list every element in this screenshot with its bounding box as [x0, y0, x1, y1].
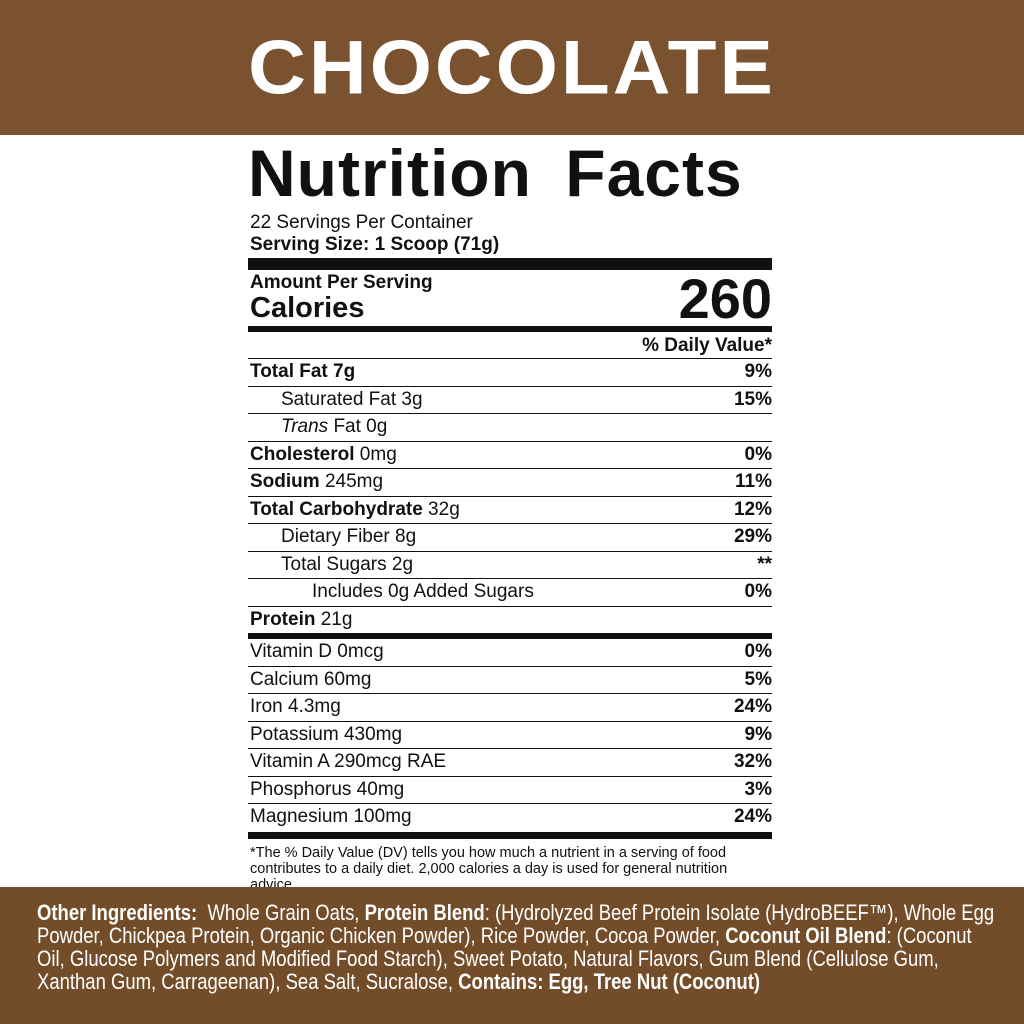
text-segment: Calcium 60mg: [250, 668, 372, 690]
calories-label: Calories: [250, 292, 365, 324]
nutrient-row: Protein 21g: [248, 607, 772, 635]
text-segment: Cholesterol: [250, 443, 355, 465]
text-segment: Total Fat: [250, 361, 328, 382]
nutrient-label: Saturated Fat 3g: [250, 387, 423, 414]
text-segment: Protein Blend: [364, 900, 485, 925]
nutrient-label: Dietary Fiber 8g: [250, 524, 416, 551]
nutrient-label: Sodium 245mg: [250, 469, 383, 496]
nutrient-label: Iron 4.3mg: [250, 694, 341, 721]
text-segment: Fat 0g: [328, 416, 388, 437]
panel-title: Nutrition Facts: [248, 136, 743, 210]
text-segment: Dietary Fiber 8g: [281, 526, 417, 547]
text-segment: : (Coconut Oil, Glucose Polymers and Mod…: [37, 923, 977, 994]
daily-value: 0%: [744, 641, 772, 662]
daily-value: 24%: [733, 806, 772, 827]
nutrient-row: Sodium 245mg 11%: [248, 469, 772, 497]
text-segment: Sodium: [250, 471, 320, 492]
nutrient-row: Calcium 60mg 5%: [248, 667, 772, 694]
nutrient-label: Calcium 60mg: [250, 667, 371, 694]
text-segment: Includes 0g Added Sugars: [312, 581, 534, 602]
nutrient-row: Vitamin D 0mcg 0%: [248, 639, 772, 667]
nutrient-label: Trans Fat 0g: [250, 414, 387, 441]
nutrient-label: Protein 21g: [250, 607, 352, 635]
daily-value: 5%: [744, 668, 772, 690]
nutrient-row: Saturated Fat 3g 15%: [248, 387, 772, 414]
nutrient-label: Includes 0g Added Sugars: [250, 579, 534, 606]
nutrient-label: Total Carbohydrate 32g: [250, 497, 460, 524]
calories-section: Amount Per Serving Calories 260: [248, 267, 772, 330]
daily-value-header: % Daily Value*: [248, 332, 772, 359]
text-segment: 21g: [315, 608, 353, 630]
text-segment: 32g: [422, 498, 460, 520]
nutrient-label: Potassium 430mg: [250, 722, 402, 749]
nutrient-row: Total Carbohydrate 32g 12%: [248, 497, 772, 524]
nutrition-facts-panel: Nutrition Facts 22 Servings Per Containe…: [248, 138, 772, 893]
text-segment: 0mg: [354, 443, 397, 465]
nutrient-label: Phosphorus 40mg: [250, 777, 404, 804]
text-segment: 7g: [327, 361, 356, 382]
ingredients-text: Other Ingredients: Whole Grain Oats, Pro…: [37, 901, 995, 993]
daily-value: 9%: [744, 361, 772, 382]
text-segment: Other Ingredients:: [37, 900, 198, 925]
text-segment: Vitamin D 0mcg: [250, 641, 384, 662]
nutrient-row: Total Sugars 2g **: [248, 552, 772, 579]
daily-value: 3%: [744, 778, 772, 800]
text-segment: Whole Grain Oats,: [197, 900, 365, 925]
nutrient-label: Total Sugars 2g: [250, 552, 413, 579]
text-segment: Contains: Egg, Tree Nut (Coconut): [458, 969, 761, 994]
nutrient-row: Vitamin A 290mcg RAE 32%: [248, 749, 772, 777]
text-segment: : (Hydrolyzed Beef Protein Isolate (Hydr…: [37, 900, 1000, 948]
daily-value: 32%: [733, 751, 772, 772]
text-segment: Protein: [250, 608, 316, 630]
nutrient-label: Magnesium 100mg: [250, 804, 412, 832]
nutrient-row: Dietary Fiber 8g 29%: [248, 524, 772, 552]
text-segment: Iron 4.3mg: [250, 696, 341, 717]
daily-value: 11%: [735, 471, 772, 492]
serving-size: Serving Size: 1 Scoop (71g): [250, 234, 500, 255]
thick-divider: [248, 831, 772, 839]
medium-divider: [248, 326, 772, 332]
nutrient-row: Includes 0g Added Sugars 0%: [248, 579, 772, 607]
daily-value: 0%: [744, 581, 772, 602]
nutrient-row: Trans Fat 0g: [248, 414, 772, 442]
nutrient-row: Magnesium 100mg 24%: [248, 804, 772, 832]
nutrient-row: Cholesterol 0mg 0%: [248, 442, 772, 469]
nutrient-list: Total Fat 7g 9% Saturated Fat 3g 15% Trans F…: [248, 359, 772, 634]
nutrient-label: Total Fat 7g: [250, 359, 355, 386]
daily-value: 24%: [733, 696, 772, 717]
nutrient-label: Vitamin D 0mcg: [250, 639, 384, 666]
amount-per-serving: Amount Per Serving: [250, 272, 433, 293]
text-segment: Trans: [281, 416, 329, 437]
servings-per-container: 22 Servings Per Container: [250, 212, 473, 233]
daily-value-footnote: *The % Daily Value (DV) tells you how mu…: [250, 844, 728, 893]
medium-divider: [248, 633, 772, 639]
nutrient-row: Potassium 430mg 9%: [248, 722, 772, 749]
text-segment: Total Sugars 2g: [281, 553, 414, 575]
nutrient-row: Phosphorus 40mg 3%: [248, 777, 772, 804]
nutrient-row: Total Fat 7g 9%: [248, 359, 772, 387]
text-segment: Potassium 430mg: [250, 723, 403, 745]
text-segment: Saturated Fat 3g: [281, 388, 423, 410]
vitamin-list: Vitamin D 0mcg 0% Calcium 60mg 5% Iron 4.3mg…: [248, 639, 772, 832]
text-segment: 245mg: [319, 471, 384, 492]
daily-value: **: [757, 553, 772, 575]
text-segment: Vitamin A 290mcg RAE: [250, 751, 447, 772]
nutrient-label: Vitamin A 290mcg RAE: [250, 749, 446, 776]
text-segment: Phosphorus 40mg: [250, 778, 405, 800]
nutrient-label: Cholesterol 0mg: [250, 442, 397, 469]
daily-value: 12%: [733, 498, 772, 520]
text-segment: Coconut Oil Blend: [725, 923, 887, 948]
text-segment: Total Carbohydrate: [250, 498, 423, 520]
daily-value: 15%: [733, 388, 772, 410]
flavor-banner: CHOCOLATE: [0, 0, 1024, 135]
calories-value: 260: [678, 267, 772, 330]
flavor-title: CHOCOLATE: [248, 24, 776, 110]
daily-value: 0%: [744, 443, 772, 465]
text-segment: Magnesium 100mg: [250, 806, 412, 827]
daily-value: 9%: [744, 723, 772, 745]
thick-divider: [248, 258, 772, 270]
daily-value: 29%: [733, 526, 772, 547]
nutrient-row: Iron 4.3mg 24%: [248, 694, 772, 722]
ingredients-banner: Other Ingredients: Whole Grain Oats, Pro…: [0, 887, 1024, 1024]
